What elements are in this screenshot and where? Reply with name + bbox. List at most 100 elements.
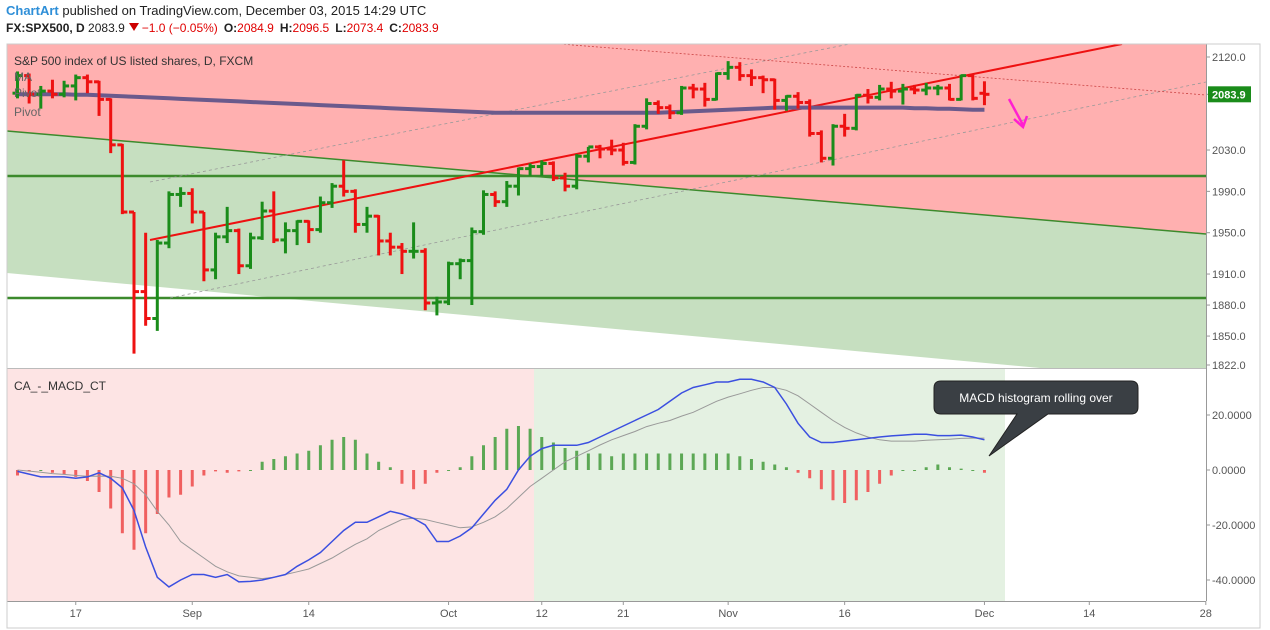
- symbol-line: FX:SPX500, D 2083.9 −1.0 (−0.05%) O:2084.9…: [6, 21, 439, 35]
- ohlc-bar: [82, 74, 93, 94]
- histogram-bar: [761, 461, 765, 470]
- histogram-bar: [62, 470, 66, 475]
- ohlc-bar: [688, 83, 699, 99]
- histogram-bar: [144, 470, 148, 534]
- callout[interactable]: MACD histogram rolling over: [933, 380, 1139, 457]
- indicator-label-ma[interactable]: MA: [14, 70, 32, 84]
- ohlc-bar: [455, 258, 466, 280]
- ohlc-bar: [257, 201, 268, 240]
- histogram-bar: [982, 470, 986, 473]
- histogram-bar: [155, 470, 159, 514]
- ohlc-bar: [420, 248, 431, 311]
- ohlc-bar: [746, 69, 757, 86]
- macd-bull-zone: [534, 369, 1005, 601]
- resistance-dotted[interactable]: [559, 44, 1206, 96]
- ohlc-bar: [222, 206, 233, 244]
- ohlc-bar: [350, 189, 361, 233]
- chart-canvas[interactable]: S&P 500 index of US listed shares, D, FX…: [0, 40, 1270, 630]
- time-tick-label: 28: [1200, 608, 1212, 620]
- histogram-bar: [237, 470, 241, 472]
- histogram-bar: [505, 428, 509, 470]
- time-tick-label: 12: [536, 608, 548, 620]
- ohlc-bar: [595, 144, 605, 159]
- ohlc-bar: [676, 85, 687, 115]
- ohlc-bar: [59, 80, 70, 98]
- macd-histogram: [16, 426, 986, 550]
- time-tick-label: Dec: [975, 608, 995, 620]
- ohlc-bar: [198, 210, 209, 282]
- histogram-bar: [318, 445, 322, 470]
- price-zones: [7, 44, 1206, 368]
- histogram-bar: [796, 470, 800, 473]
- histogram-bar: [377, 461, 381, 470]
- histogram-bar: [889, 470, 893, 476]
- macd-line: [17, 378, 985, 588]
- indicator-label-pivot-2[interactable]: Pivot: [14, 105, 41, 119]
- ohlc-bar: [781, 94, 792, 111]
- symbol-label[interactable]: FX:SPX500, D: [6, 21, 85, 35]
- last-price-tag-label: 2083.9: [1212, 89, 1246, 101]
- ohlc-bar: [338, 160, 349, 197]
- ohlc-bar: [315, 196, 326, 233]
- ohlc-bar: [793, 92, 804, 109]
- histogram-bar: [74, 470, 78, 477]
- macd-tick-label: -40.0000: [1212, 575, 1255, 587]
- histogram-bar: [784, 467, 788, 470]
- histogram-bar: [843, 470, 847, 503]
- indicator-label-pivot[interactable]: Pivot: [14, 86, 41, 100]
- pink-arrow-head-icon: [1013, 115, 1029, 130]
- histogram-bar: [738, 456, 742, 470]
- close-value: 2083.9: [401, 21, 439, 35]
- histogram-bar: [656, 453, 660, 470]
- price-tick-label: 1910.0: [1212, 269, 1246, 281]
- histogram-bar: [633, 453, 637, 470]
- macd-axis[interactable]: 20.0000 0.0000 -20.0000 -40.0000: [1206, 410, 1255, 587]
- ma-line-layer: [17, 92, 985, 115]
- macd-title[interactable]: CA_-_MACD_CT: [14, 379, 107, 393]
- ohlc-bar: [723, 61, 734, 80]
- channel-top-line[interactable]: [7, 130, 1206, 235]
- ohlc-bar: [699, 82, 710, 107]
- open-label: O:: [223, 21, 238, 35]
- histogram-bar: [388, 467, 392, 470]
- histogram-bar: [971, 470, 975, 471]
- time-tick-label: Sep: [182, 608, 202, 620]
- price-tick-label: 1950.0: [1212, 228, 1246, 240]
- histogram-bar: [365, 453, 369, 470]
- ohlc-bar: [303, 219, 314, 244]
- histogram-bar: [190, 470, 194, 487]
- projection-arrow: [1007, 98, 1029, 130]
- ohlc-bar: [909, 84, 920, 95]
- ohlc-bar: [897, 83, 908, 105]
- histogram-bar: [831, 470, 835, 501]
- time-tick-label: Nov: [718, 608, 738, 620]
- time-axis[interactable]: 17 Sep 14 Oct 12 21 Nov 16 Dec 14 28: [70, 601, 1212, 620]
- low-label: L:: [335, 21, 347, 35]
- signal-line: [17, 387, 985, 580]
- time-tick-label: 21: [617, 608, 629, 620]
- ohlc-bar: [140, 232, 151, 326]
- ohlc-bar: [932, 84, 943, 96]
- ohlc-bar: [210, 232, 221, 280]
- ohlc-bar: [816, 130, 827, 163]
- histogram-bar: [435, 470, 439, 473]
- histogram-bar: [575, 450, 579, 470]
- histogram-bar: [878, 470, 882, 484]
- ohlc-bar: [571, 154, 582, 190]
- macd-tick-label: -20.0000: [1212, 520, 1255, 532]
- histogram-bar: [295, 453, 299, 470]
- ohlc-bar: [758, 75, 769, 94]
- ohlc-bar: [886, 81, 897, 99]
- ohlc-bar: [233, 228, 244, 275]
- histogram-bar: [726, 453, 730, 470]
- histogram-bar: [482, 445, 485, 470]
- histogram-bar: [621, 453, 625, 470]
- histogram-bar: [97, 470, 101, 492]
- ohlc-bar: [327, 183, 338, 208]
- chartart-logo[interactable]: ChartArt: [6, 3, 59, 18]
- price-axis[interactable]: 2120.0 2083.9 2030.0 1990.0 1950.0 1910.0 1880…: [1206, 52, 1251, 372]
- ohlc-bar: [408, 222, 419, 259]
- regression-lower-dashed[interactable]: [169, 81, 1206, 299]
- ohlc-bar: [187, 188, 198, 224]
- ohlc-bar: [129, 210, 139, 354]
